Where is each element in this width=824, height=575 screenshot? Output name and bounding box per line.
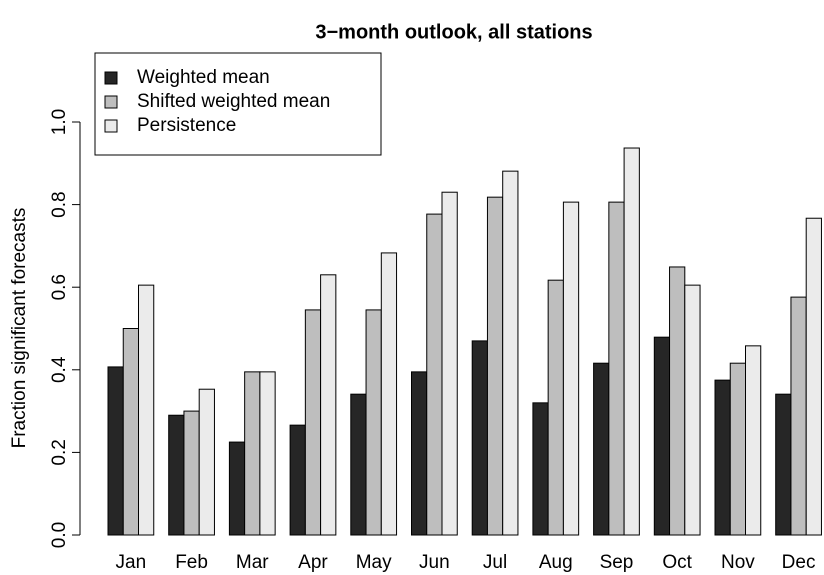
legend-swatch	[104, 71, 118, 85]
bar	[320, 274, 337, 536]
y-axis-label: Fraction significant forecasts	[9, 208, 30, 449]
bar	[684, 284, 701, 536]
bar	[168, 414, 185, 536]
bar	[608, 201, 625, 536]
bar	[805, 217, 822, 536]
bar	[411, 371, 428, 536]
bar	[107, 366, 124, 536]
bar	[775, 393, 792, 536]
y-tick-label: 0.8	[49, 191, 70, 217]
x-tick-label: Dec	[782, 552, 816, 573]
x-tick-label: Oct	[662, 552, 692, 573]
bar	[729, 362, 746, 536]
bar	[502, 170, 519, 536]
bar	[259, 371, 276, 536]
legend-swatch	[104, 119, 118, 133]
bar	[745, 345, 762, 536]
legend-swatch	[104, 95, 118, 109]
bar	[486, 196, 504, 536]
legend-box	[94, 52, 382, 156]
bar	[562, 201, 580, 536]
bar	[441, 191, 458, 536]
bar	[122, 328, 139, 536]
legend-label: Persistence	[137, 115, 236, 136]
bar	[365, 309, 382, 536]
bar	[653, 336, 671, 536]
bar	[547, 279, 564, 536]
x-tick-label: Mar	[236, 552, 269, 573]
y-tick-label: 1.0	[49, 109, 70, 135]
y-tick-label: 0.0	[49, 522, 70, 548]
x-tick-label: Aug	[539, 552, 573, 573]
chart-title: 3−month outlook, all stations	[315, 21, 592, 43]
legend-label: Weighted mean	[137, 67, 270, 88]
x-tick-label: Nov	[721, 552, 755, 573]
bar	[183, 410, 200, 536]
bar	[198, 388, 215, 536]
bar	[289, 424, 306, 536]
bar	[790, 296, 807, 536]
bar	[380, 252, 398, 536]
bar	[244, 371, 261, 536]
bar	[593, 362, 610, 536]
x-tick-label: Sep	[600, 552, 634, 573]
bar	[532, 402, 549, 536]
y-tick-label: 0.6	[49, 274, 70, 300]
x-tick-label: Jul	[483, 552, 507, 573]
x-tick-label: Feb	[175, 552, 208, 573]
bar	[471, 340, 488, 536]
y-tick-label: 0.2	[49, 439, 70, 465]
bar	[669, 266, 686, 536]
bar	[304, 309, 322, 536]
bar	[623, 147, 640, 536]
x-tick-label: Apr	[298, 552, 328, 573]
legend-label: Shifted weighted mean	[137, 91, 330, 112]
bar	[714, 379, 731, 536]
x-tick-label: May	[356, 552, 392, 573]
bar	[228, 441, 246, 536]
bar	[426, 213, 443, 536]
x-tick-label: Jun	[419, 552, 450, 573]
y-tick-label: 0.4	[49, 356, 70, 383]
bar	[138, 284, 155, 536]
bar	[350, 393, 367, 536]
x-tick-label: Jan	[116, 552, 147, 573]
